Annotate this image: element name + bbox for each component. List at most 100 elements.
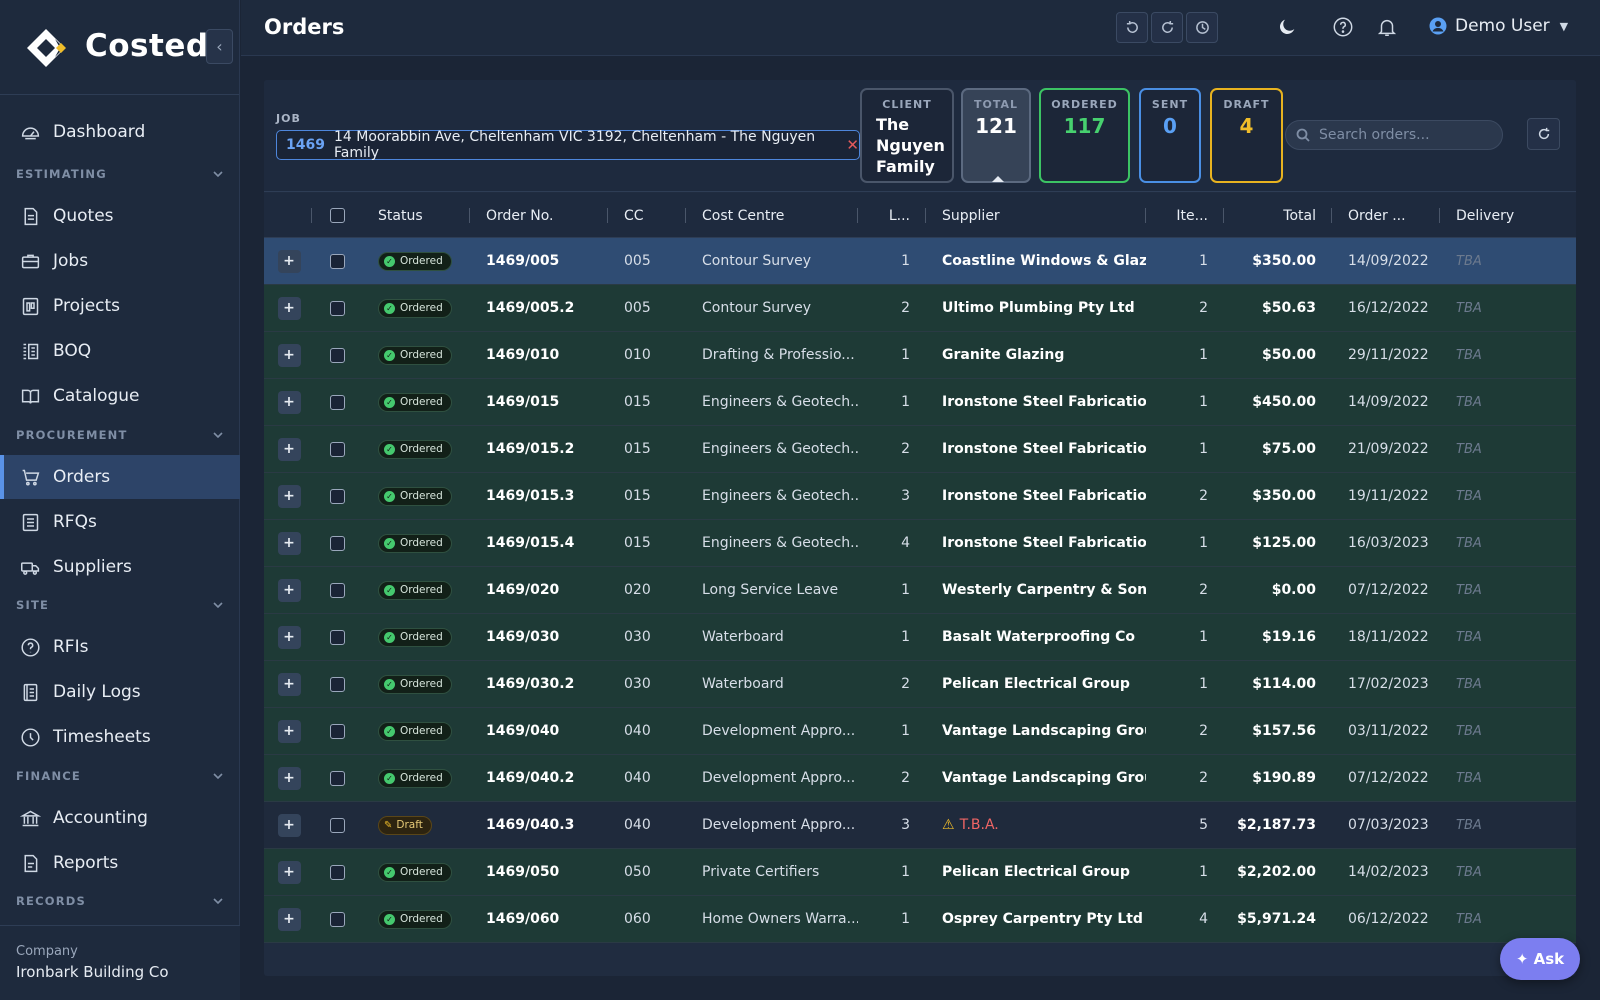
supplier-cell[interactable]: Vantage Landscaping Group	[942, 770, 1146, 786]
sidebar-section-records[interactable]: RECORDS	[16, 894, 224, 908]
table-row[interactable]: + ✓ Ordered 1469/040.2 040 Development Appro.…	[264, 755, 1576, 802]
supplier-cell[interactable]: Ironstone Steel Fabrication	[942, 535, 1146, 551]
draft-filter-card[interactable]: DRAFT 4	[1210, 88, 1283, 183]
sidebar-section-finance[interactable]: FINANCE	[16, 769, 224, 783]
expand-row-button[interactable]: +	[277, 437, 301, 461]
order-cell[interactable]: 1469/050	[486, 864, 560, 880]
order-cell[interactable]: 1469/060	[486, 911, 560, 927]
order-cell[interactable]: 1469/015.2	[486, 441, 575, 457]
supplier-cell[interactable]: Basalt Waterproofing Co	[942, 629, 1136, 645]
sidebar-item-quotes[interactable]: Quotes	[0, 194, 240, 238]
sidebar-item-jobs[interactable]: Jobs	[0, 239, 240, 283]
expand-row-button[interactable]: +	[277, 484, 301, 508]
ordered-filter-card[interactable]: ORDERED 117	[1039, 88, 1130, 183]
order-cell[interactable]: 1469/040.3	[486, 817, 575, 833]
order-cell[interactable]: 1469/005.2	[486, 300, 575, 316]
sent-filter-card[interactable]: SENT 0	[1139, 88, 1201, 183]
clear-job-icon[interactable]: ✕	[846, 136, 859, 154]
collapse-sidebar-button[interactable]: ‹	[206, 29, 233, 64]
sidebar-item-suppliers[interactable]: Suppliers	[0, 545, 240, 589]
sidebar-item-rfis[interactable]: RFIs	[0, 625, 240, 669]
sidebar-item-boq[interactable]: BOQ	[0, 329, 240, 373]
expand-row-button[interactable]: +	[277, 578, 301, 602]
checkbox[interactable]	[329, 208, 345, 223]
expand-row-button[interactable]: +	[277, 860, 301, 884]
redo-button[interactable]	[1151, 12, 1183, 43]
row-checkbox[interactable]	[329, 864, 345, 880]
total-filter-card[interactable]: TOTAL 121	[961, 88, 1031, 183]
expand-row-button[interactable]: +	[277, 531, 301, 555]
history-button[interactable]	[1186, 12, 1218, 43]
user-menu[interactable]: Demo User ▼	[1429, 16, 1568, 36]
table-row[interactable]: + ✓ Ordered 1469/015.4 015 Engineers & Geotec…	[264, 520, 1576, 567]
expand-row-button[interactable]: +	[277, 719, 301, 743]
sidebar-item-reports[interactable]: Reports	[0, 841, 240, 885]
table-row[interactable]: + ✓ Ordered 1469/060 060 Home Owners Warra...…	[264, 896, 1576, 943]
table-row[interactable]: + ✓ Ordered 1469/050 050 Private Certifiers 1 P…	[264, 849, 1576, 896]
table-row[interactable]: + ✓ Ordered 1469/015.3 015 Engineers & Geotec…	[264, 473, 1576, 520]
refresh-button[interactable]	[1527, 118, 1560, 150]
supplier-cell[interactable]: ⚠ T.B.A.	[926, 802, 1146, 848]
sidebar-item-catalogue[interactable]: Catalogue	[0, 374, 240, 418]
sidebar-item-accounting[interactable]: Accounting	[0, 796, 240, 840]
supplier-cell[interactable]: Ironstone Steel Fabrication	[942, 441, 1146, 457]
row-checkbox[interactable]	[329, 535, 345, 551]
column-header-cost-centre[interactable]: Cost Centre	[686, 193, 858, 238]
supplier-cell[interactable]: Osprey Carpentry Pty Ltd	[942, 911, 1143, 927]
expand-row-button[interactable]: +	[277, 296, 301, 320]
expand-row-button[interactable]: +	[277, 907, 301, 931]
row-checkbox[interactable]	[329, 300, 345, 316]
column-header-items[interactable]: Ite...	[1146, 193, 1224, 238]
column-header-delivery[interactable]: Delivery	[1440, 193, 1576, 238]
column-header-line[interactable]: L...	[858, 193, 926, 238]
column-header-cc[interactable]: CC	[608, 193, 686, 238]
row-checkbox[interactable]	[329, 253, 345, 269]
row-checkbox[interactable]	[329, 770, 345, 786]
column-header-date[interactable]: Order ...	[1332, 193, 1440, 238]
order-cell[interactable]: 1469/010	[486, 347, 560, 363]
expand-row-button[interactable]: +	[277, 672, 301, 696]
expand-row-button[interactable]: +	[277, 390, 301, 414]
sidebar-section-site[interactable]: SITE	[16, 598, 224, 612]
supplier-cell[interactable]: Pelican Electrical Group	[942, 864, 1130, 880]
ask-button[interactable]: ✦ Ask	[1500, 938, 1580, 980]
supplier-cell[interactable]: Ironstone Steel Fabrication	[942, 488, 1146, 504]
row-checkbox[interactable]	[329, 394, 345, 410]
sidebar-item-dashboard[interactable]: Dashboard	[0, 110, 240, 154]
supplier-cell[interactable]: Vantage Landscaping Group	[942, 723, 1146, 739]
notifications-button[interactable]	[1376, 16, 1398, 38]
supplier-cell[interactable]: Ironstone Steel Fabrication	[942, 394, 1146, 410]
row-checkbox[interactable]	[329, 911, 345, 927]
expand-row-button[interactable]: +	[277, 249, 301, 273]
expand-row-button[interactable]: +	[277, 813, 301, 837]
expand-row-button[interactable]: +	[277, 625, 301, 649]
sidebar-item-timesheets[interactable]: Timesheets	[0, 715, 240, 759]
column-header-supplier[interactable]: Supplier	[926, 193, 1146, 238]
column-header-total[interactable]: Total	[1224, 193, 1332, 238]
sidebar-item-orders[interactable]: Orders	[0, 455, 240, 499]
order-cell[interactable]: 1469/040.2	[486, 770, 575, 786]
column-header-order[interactable]: Order No.	[470, 193, 608, 238]
table-row[interactable]: + ✓ Ordered 1469/015.2 015 Engineers & Geotec…	[264, 426, 1576, 473]
search-input[interactable]: Search orders...	[1285, 120, 1503, 150]
supplier-cell[interactable]: Pelican Electrical Group	[942, 676, 1130, 692]
sidebar-item-daily-logs[interactable]: Daily Logs	[0, 670, 240, 714]
table-row[interactable]: + ✓ Ordered 1469/005 005 Contour Survey 1 Coast…	[264, 238, 1576, 285]
row-checkbox[interactable]	[329, 347, 345, 363]
column-header-status[interactable]: Status	[362, 193, 470, 238]
supplier-cell[interactable]: Coastline Windows & Glazi...	[942, 253, 1146, 269]
sidebar-section-estimating[interactable]: ESTIMATING	[16, 167, 224, 181]
order-cell[interactable]: 1469/030	[486, 629, 560, 645]
sidebar-item-rfqs[interactable]: RFQs	[0, 500, 240, 544]
row-checkbox[interactable]	[329, 817, 345, 833]
table-row[interactable]: + ✎ Draft 1469/040.3 040 Development Appro...…	[264, 802, 1576, 849]
supplier-cell[interactable]: Ultimo Plumbing Pty Ltd	[942, 300, 1135, 316]
table-row[interactable]: + ✓ Ordered 1469/015 015 Engineers & Geotech.…	[264, 379, 1576, 426]
undo-button[interactable]	[1116, 12, 1148, 43]
row-checkbox[interactable]	[329, 488, 345, 504]
order-cell[interactable]: 1469/005	[486, 253, 560, 269]
sidebar-section-procurement[interactable]: PROCUREMENT	[16, 428, 224, 442]
table-row[interactable]: + ✓ Ordered 1469/030.2 030 Waterboard 2 Pelican…	[264, 661, 1576, 708]
company-info[interactable]: Company Ironbark Building Co	[0, 925, 240, 1000]
order-cell[interactable]: 1469/020	[486, 582, 560, 598]
